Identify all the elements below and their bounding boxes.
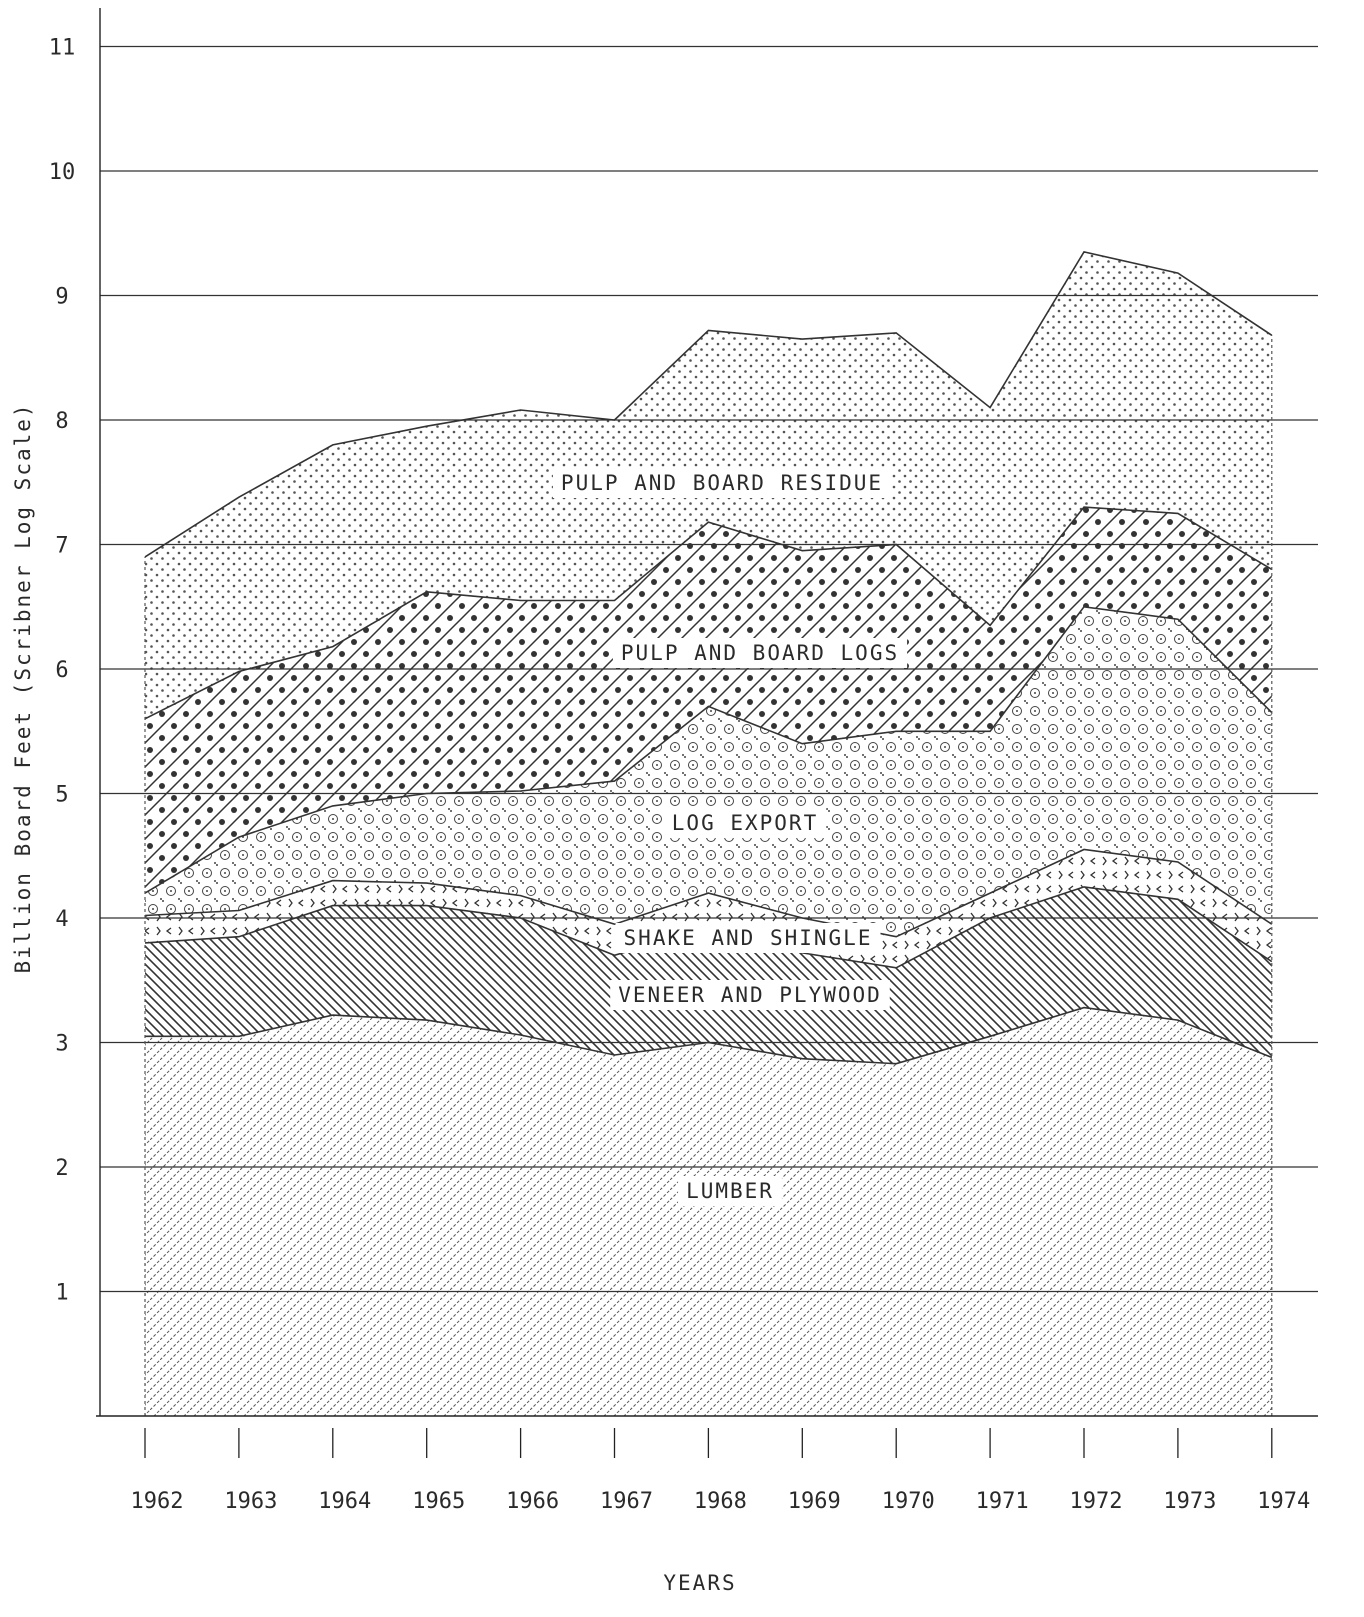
y-tick-label: 1: [55, 1281, 68, 1306]
area-lumber: [145, 1007, 1272, 1416]
label-log-export: LOG EXPORT: [663, 808, 827, 838]
x-tick-label: 1969: [788, 1489, 841, 1514]
line-pulp-and-board-residue: [144, 250, 1273, 558]
label-pulp-and-board-logs: PULP AND BOARD LOGS: [612, 638, 908, 668]
label-lumber: LUMBER: [678, 1176, 782, 1206]
series-label: PULP AND BOARD LOGS: [621, 641, 899, 665]
line-pulp-and-board-logs: [144, 506, 1273, 720]
series-label-background: [663, 808, 827, 838]
gridlines: [100, 45, 1318, 1293]
y-tick-label: 2: [55, 1156, 68, 1181]
label-shake-and-shingle: SHAKE AND SHINGLE: [615, 923, 881, 953]
series-outlines: [144, 250, 1273, 1416]
line-lumber: [145, 1006, 1273, 1065]
y-axis-title: Billion Board Feet (Scribner Log Scale): [11, 402, 35, 973]
x-tick-label: 1971: [976, 1489, 1029, 1514]
label-pulp-and-board-residue: PULP AND BOARD RESIDUE: [552, 468, 892, 498]
series-label-background: [612, 638, 908, 668]
series-label: VENEER AND PLYWOOD: [618, 983, 882, 1007]
label-veneer-and-plywood: VENEER AND PLYWOOD: [610, 980, 890, 1010]
line-shake-and-shingle: [144, 848, 1273, 938]
y-tick-label: 7: [55, 534, 68, 559]
series-label-background: [615, 923, 881, 953]
x-tick-label: 1972: [1070, 1489, 1123, 1514]
series-label: LOG EXPORT: [672, 811, 818, 835]
y-tick-label: 11: [49, 36, 76, 61]
y-tick-label: 6: [55, 658, 68, 683]
area-log-export: [145, 606, 1272, 937]
line-log-export: [144, 605, 1273, 894]
x-tick-label: 1973: [1163, 1489, 1216, 1514]
y-tick-labels: 1 2 3 4 5 6 7 8 9 10 11: [49, 36, 76, 1306]
x-tick-label: 1962: [131, 1489, 184, 1514]
y-tick-label: 5: [55, 783, 68, 808]
y-tick-label: 3: [55, 1032, 68, 1057]
x-tick-label: 1970: [882, 1489, 935, 1514]
series-label: LUMBER: [686, 1179, 774, 1203]
x-tick-label: 1963: [224, 1489, 277, 1514]
series-label: SHAKE AND SHINGLE: [624, 926, 873, 950]
y-tick-label: 10: [49, 160, 76, 185]
x-tick-labels: 1962 1963 1964 1965 1966 1967 1968 1969 1970 1971…: [131, 1428, 1310, 1514]
x-tick-label: 1967: [600, 1489, 653, 1514]
x-axis-title: YEARS: [663, 1571, 736, 1595]
y-tick-label: 4: [55, 907, 68, 932]
x-tick-label: 1964: [318, 1489, 371, 1514]
series-label-background: [678, 1176, 782, 1206]
series-label-background: [610, 980, 890, 1010]
area-pulp-and-board-logs: [145, 507, 1272, 894]
series-label: PULP AND BOARD RESIDUE: [561, 471, 883, 495]
y-tick-label: 9: [55, 285, 68, 310]
axes: [96, 8, 1318, 1417]
series-labels: LUMBER VENEER AND PLYWOOD SHAKE AND SHINGL…: [552, 468, 908, 1206]
x-tick-label: 1966: [506, 1489, 559, 1514]
area-shake-and-shingle: [145, 849, 1272, 968]
x-tick-label: 1965: [412, 1489, 465, 1514]
x-tick-label: 1968: [694, 1489, 747, 1514]
y-tick-label: 8: [55, 409, 68, 434]
series-label-background: [552, 468, 892, 498]
x-tick-label: 1974: [1257, 1489, 1310, 1514]
